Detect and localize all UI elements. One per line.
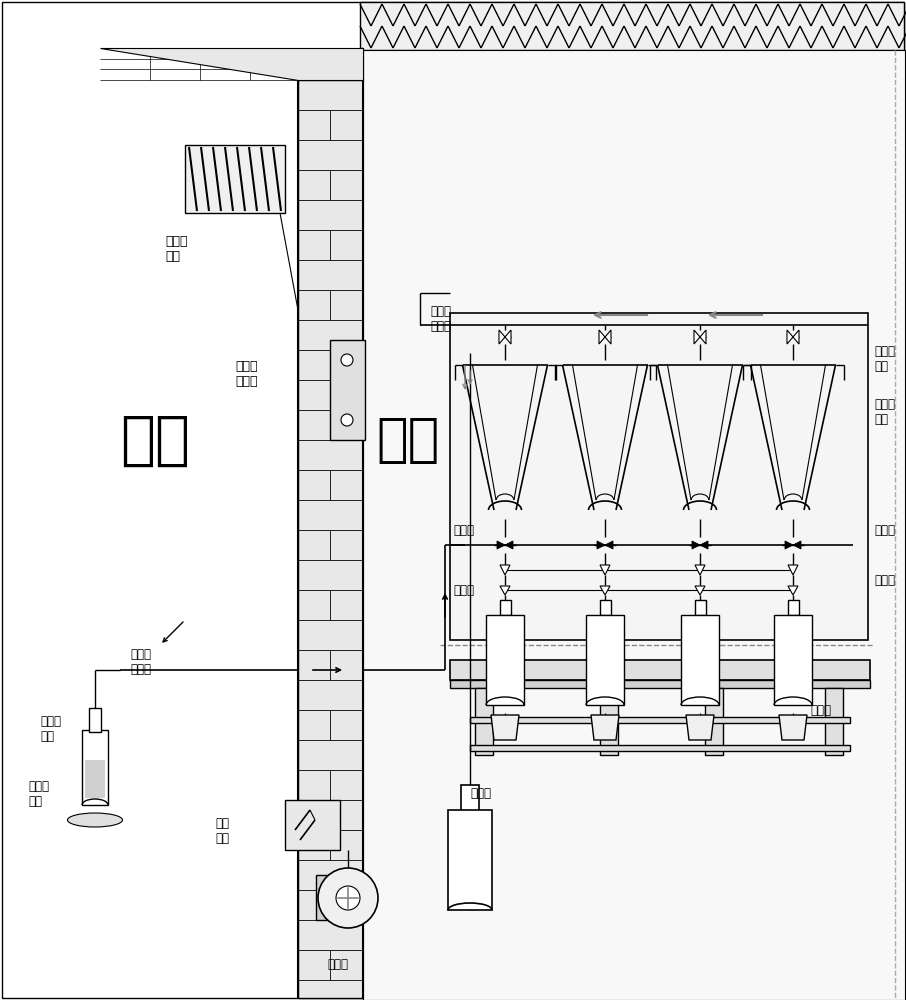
Polygon shape <box>788 586 798 595</box>
Polygon shape <box>599 330 605 344</box>
Bar <box>360 2 904 50</box>
Polygon shape <box>686 715 714 740</box>
Bar <box>695 600 706 615</box>
Polygon shape <box>605 541 613 549</box>
Circle shape <box>318 868 378 928</box>
Bar <box>461 785 479 812</box>
Bar <box>82 730 108 805</box>
Text: 放水阀: 放水阀 <box>874 574 895 586</box>
Text: 室内抽
真空管: 室内抽 真空管 <box>430 305 451 333</box>
Ellipse shape <box>68 813 122 827</box>
Polygon shape <box>605 330 611 344</box>
Polygon shape <box>793 330 799 344</box>
Circle shape <box>341 354 353 366</box>
Bar <box>89 708 101 732</box>
Polygon shape <box>505 330 511 344</box>
Polygon shape <box>505 541 513 549</box>
Polygon shape <box>692 541 700 549</box>
Bar <box>185 145 285 213</box>
Polygon shape <box>700 541 708 549</box>
Text: 室内集
水器: 室内集 水器 <box>874 398 895 426</box>
Polygon shape <box>787 330 793 344</box>
Text: 采样瓶: 采样瓶 <box>453 584 474 596</box>
Text: 室内: 室内 <box>376 414 439 466</box>
Bar <box>448 810 492 910</box>
Bar <box>486 615 524 705</box>
Bar <box>85 760 105 798</box>
Bar <box>500 600 511 615</box>
Bar <box>298 80 363 998</box>
Polygon shape <box>600 565 610 575</box>
Text: 雨水传
感器: 雨水传 感器 <box>165 235 188 263</box>
Polygon shape <box>788 565 798 575</box>
Bar <box>470 717 850 723</box>
Text: 室外取
水器: 室外取 水器 <box>40 715 61 743</box>
Text: 进水阀: 进水阀 <box>453 524 474 536</box>
Bar <box>600 600 611 615</box>
Bar <box>450 680 870 688</box>
Polygon shape <box>499 330 505 344</box>
Text: 室外输
水管路: 室外输 水管路 <box>130 648 151 676</box>
Text: 抽真空
阀门: 抽真空 阀门 <box>874 345 895 373</box>
Bar <box>363 50 905 1000</box>
Bar <box>586 615 624 705</box>
Bar <box>450 313 868 640</box>
Text: 真空泵: 真空泵 <box>327 958 349 971</box>
Polygon shape <box>785 541 793 549</box>
Bar <box>475 688 493 755</box>
Text: 避气阀: 避气阀 <box>874 524 895 536</box>
Bar <box>774 615 812 705</box>
Bar <box>470 745 850 751</box>
Polygon shape <box>500 565 510 575</box>
Polygon shape <box>500 586 510 595</box>
Polygon shape <box>695 586 705 595</box>
Polygon shape <box>695 565 705 575</box>
Bar <box>330 340 365 440</box>
Circle shape <box>341 414 353 426</box>
Bar <box>681 615 719 705</box>
Text: 铁圆三
脚架: 铁圆三 脚架 <box>28 780 49 808</box>
Circle shape <box>336 886 360 910</box>
Bar <box>705 688 723 755</box>
Bar <box>285 800 340 850</box>
Bar <box>316 875 331 920</box>
Bar <box>600 688 618 755</box>
Polygon shape <box>600 586 610 595</box>
Polygon shape <box>597 541 605 549</box>
Bar <box>788 600 799 615</box>
Polygon shape <box>100 48 363 80</box>
Bar <box>450 660 870 680</box>
Text: 控制
电源: 控制 电源 <box>215 817 229 845</box>
Text: 操作台: 操作台 <box>810 704 831 716</box>
Polygon shape <box>700 330 706 344</box>
Polygon shape <box>779 715 807 740</box>
Text: 室外: 室外 <box>120 412 190 468</box>
Polygon shape <box>793 541 801 549</box>
Bar <box>825 688 843 755</box>
Text: 缓冲瓶: 缓冲瓶 <box>470 787 491 800</box>
Polygon shape <box>694 330 700 344</box>
Polygon shape <box>591 715 619 740</box>
Polygon shape <box>497 541 505 549</box>
Text: 电路控
制模板: 电路控 制模板 <box>235 360 257 388</box>
Polygon shape <box>491 715 519 740</box>
